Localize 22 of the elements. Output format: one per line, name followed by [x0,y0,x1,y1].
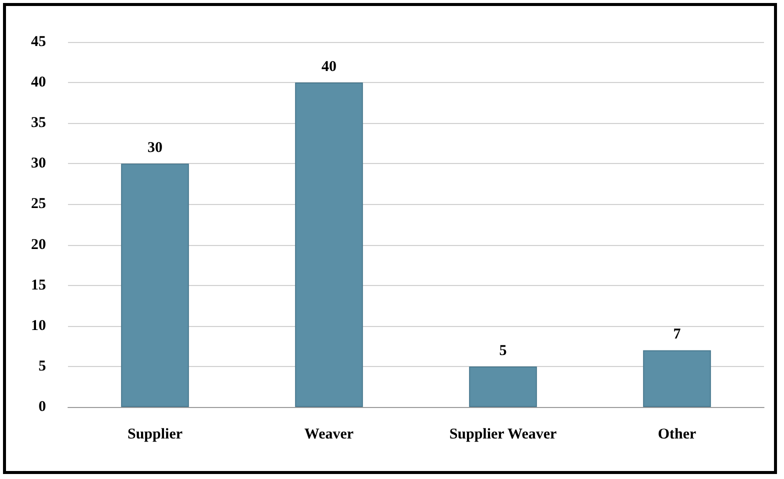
bar [469,366,537,407]
y-tick-label: 25 [31,196,46,212]
y-tick-label: 35 [31,115,46,132]
bar [643,350,711,407]
bar [295,82,363,407]
data-label: 5 [499,342,507,359]
y-tick-label: 10 [31,318,46,334]
y-tick-label: 20 [31,236,46,253]
y-tick-label: 45 [31,34,46,50]
x-tick-label: Supplier [127,426,183,442]
data-label: 40 [322,59,336,76]
x-tick-label: Supplier Weaver [449,426,558,442]
data-label: 7 [673,326,682,343]
x-tick-label: Other [658,426,696,442]
bar [121,164,189,407]
y-tick-label: 15 [31,277,46,294]
y-tick-label: 30 [31,156,46,172]
y-tick-label: 40 [31,74,46,91]
data-label: 30 [148,140,162,156]
x-tick-label: Weaver [304,426,354,442]
y-tick-label: 5 [38,358,46,374]
y-tick-label: 0 [38,399,46,415]
